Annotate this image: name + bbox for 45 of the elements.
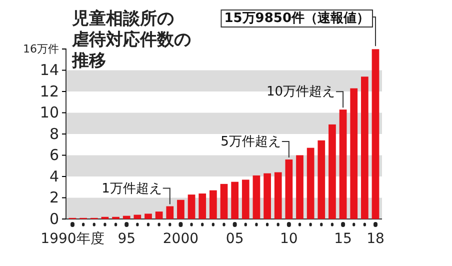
bar [242, 180, 250, 219]
bar [166, 206, 174, 219]
annotation: 1万件超え [102, 181, 162, 196]
chart-title: 児童相談所の虐待対応件数の推移 [71, 9, 191, 71]
x-tick-label: 2000 [162, 230, 199, 247]
annotation: 10万件超え [266, 84, 336, 100]
bar [155, 212, 163, 219]
bar [372, 49, 380, 219]
bar [188, 194, 196, 219]
y-tick-label: 0 [49, 210, 59, 228]
y-tick-label: 8 [49, 124, 59, 143]
bar [264, 173, 271, 219]
annotation: 15万9850件（速報値） [224, 11, 370, 26]
bar [231, 182, 238, 219]
bar [220, 184, 228, 219]
bar [339, 110, 347, 219]
bar [144, 214, 152, 219]
y-tick-label: 12 [40, 82, 59, 100]
y-tick-label: 10 [40, 104, 59, 122]
bar [177, 200, 184, 219]
bar [274, 172, 282, 219]
y-tick-label: 4 [49, 167, 59, 186]
bar [318, 140, 326, 219]
y-tick-label: 6 [49, 146, 59, 164]
bar [134, 214, 142, 219]
y-tick-label: 16万件 [23, 42, 59, 56]
bar [122, 216, 130, 219]
bar [285, 160, 293, 219]
bar [210, 190, 217, 219]
x-tick-label: 18 [366, 230, 384, 247]
bar [328, 124, 336, 219]
bar [306, 148, 314, 219]
x-tick-label: 1990年度 [40, 230, 104, 247]
bar [198, 194, 206, 219]
bar [361, 76, 368, 219]
y-tick-label: 2 [49, 188, 59, 207]
bar [252, 175, 260, 219]
annotation: 5万件超え [220, 134, 281, 150]
bar [350, 88, 358, 219]
x-tick-label: 05 [226, 230, 244, 247]
x-tick-label: 10 [280, 230, 298, 247]
y-tick-label: 14 [40, 61, 59, 80]
x-tick-label: 95 [118, 230, 136, 247]
bar [296, 155, 304, 219]
x-tick-label: 15 [334, 230, 352, 247]
